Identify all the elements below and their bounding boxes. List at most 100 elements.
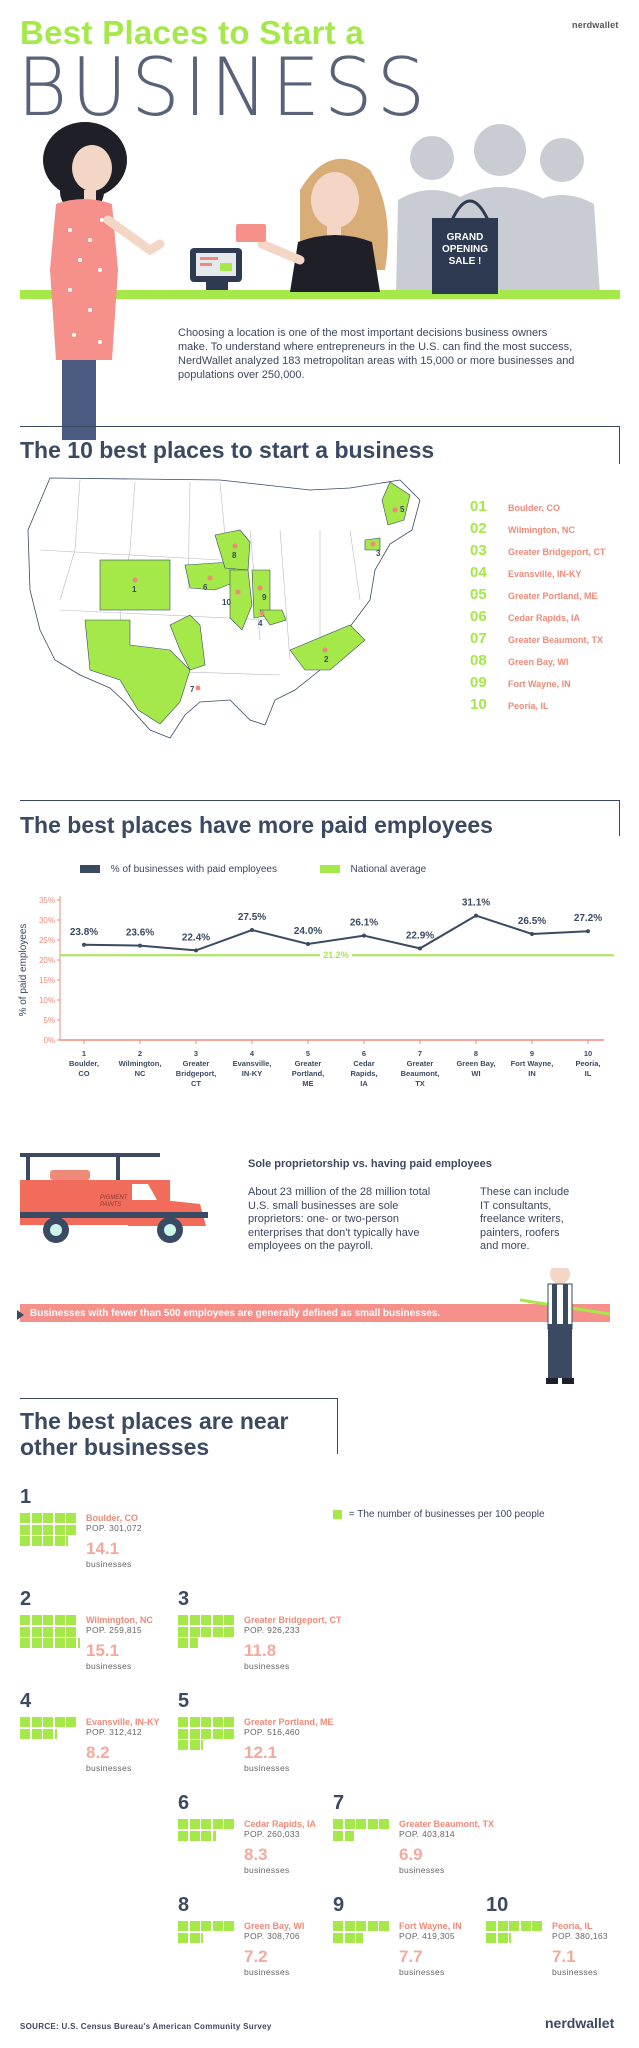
business-square: [178, 1921, 188, 1931]
business-square: [333, 1819, 343, 1829]
y-tick-label: 35%: [39, 896, 55, 905]
business-square: [31, 1615, 42, 1625]
business-square: [54, 1524, 65, 1535]
map-label-4: 4: [258, 619, 263, 628]
rank-city: Green Bay, WI: [508, 657, 569, 667]
x-tick-label: Evansville,: [233, 1059, 272, 1068]
x-tick-label: 6: [362, 1049, 366, 1058]
business-square: [201, 1921, 211, 1931]
business-square: [43, 1536, 53, 1546]
page-title-line1: Best Places to Start a: [20, 14, 365, 51]
business-square: [189, 1819, 200, 1829]
business-square: [333, 1830, 343, 1841]
business-square: [224, 1819, 234, 1829]
map-label-5: 5: [400, 505, 405, 514]
credit-card: [236, 224, 266, 242]
card-value: 8.3: [244, 1845, 268, 1864]
rank-city: Boulder, CO: [508, 503, 561, 513]
squares-grid: [178, 1921, 240, 1977]
x-tick-label: 10: [584, 1049, 592, 1058]
national-average-label-bg: [320, 949, 352, 962]
business-square-partial: [189, 1638, 198, 1648]
business-square: [178, 1728, 188, 1739]
city-card: 7 Greater Beaumont, TX POP. 403,814 6.9 busi…: [333, 1792, 494, 1875]
business-square-partial: [201, 1740, 203, 1750]
data-label: 26.5%: [518, 916, 546, 927]
business-square: [356, 1921, 366, 1931]
rank-item: 06 Cedar Rapids, IA: [470, 608, 606, 630]
data-point: [306, 942, 310, 946]
business-square: [224, 1921, 234, 1931]
card-value: 7.2: [244, 1947, 268, 1966]
rank-city: Evansville, IN-KY: [508, 569, 582, 579]
small-business-banner: Businesses with fewer than 500 employees…: [30, 1308, 441, 1319]
business-square: [379, 1819, 389, 1829]
map-label-6: 6: [203, 583, 208, 592]
business-square: [497, 1921, 508, 1931]
x-tick-label: Greater: [407, 1059, 434, 1068]
card-city: Cedar Rapids, IA: [244, 1819, 317, 1829]
data-point: [138, 943, 142, 948]
map-label-10: 10: [222, 598, 231, 607]
squares-grid: [20, 1615, 82, 1671]
card-population: POP. 926,233: [244, 1625, 300, 1635]
business-square: [189, 1615, 200, 1625]
business-square: [20, 1536, 30, 1546]
rank-item: 09 Fort Wayne, IN: [470, 674, 606, 696]
card-value: 7.7: [399, 1947, 423, 1966]
legend-label-national: National average: [350, 864, 427, 875]
x-tick-label: Cedar: [353, 1059, 374, 1068]
section3-rule-vertical: [337, 1398, 338, 1454]
data-point: [194, 948, 198, 953]
business-square: [178, 1830, 188, 1841]
x-tick-label: Green Bay,: [456, 1059, 495, 1068]
city-card: 6 Cedar Rapids, IA POP. 260,033 8.3 business…: [178, 1792, 316, 1875]
x-tick-label: Fort Wayne,: [511, 1059, 554, 1068]
business-square: [20, 1626, 30, 1637]
card-unit: businesses: [552, 1967, 598, 1977]
business-square: [54, 1513, 65, 1523]
business-square: [344, 1819, 355, 1829]
squares-grid: [178, 1819, 240, 1875]
x-tick-label: Greater: [183, 1059, 210, 1068]
card-unit: businesses: [86, 1661, 132, 1671]
business-square: [189, 1932, 200, 1943]
legend-label-paid: % of businesses with paid employees: [110, 864, 277, 875]
section2-rule: [20, 800, 620, 801]
business-square: [20, 1717, 30, 1727]
state-texas-east: [169, 614, 206, 671]
business-square: [43, 1638, 53, 1648]
rank-number: 01: [470, 498, 487, 515]
rank-item: 05 Greater Portland, ME: [470, 586, 606, 608]
x-tick-label: IN-KY: [242, 1069, 262, 1078]
data-point: [418, 946, 422, 951]
rank-number: 08: [470, 652, 487, 669]
business-square: [189, 1717, 200, 1727]
business-square: [333, 1932, 343, 1943]
business-square: [189, 1740, 200, 1750]
business-square: [509, 1921, 519, 1931]
business-square: [20, 1638, 30, 1648]
rank-item: 08 Green Bay, WI: [470, 652, 606, 674]
business-square: [189, 1728, 200, 1739]
section1-title: The 10 best places to start a business: [20, 437, 435, 463]
legend-swatch-national: [319, 865, 340, 874]
business-square: [212, 1728, 223, 1739]
y-axis-label: % of paid employees: [18, 924, 29, 1017]
business-square: [54, 1536, 65, 1546]
data-label: 26.1%: [350, 918, 378, 929]
truck-sign: PIGMENT PAINTS: [100, 1195, 128, 1208]
business-square: [344, 1932, 355, 1943]
card-unit: businesses: [244, 1661, 290, 1671]
business-square-partial: [344, 1830, 354, 1841]
rank-city: Wilmington, NC: [508, 525, 575, 535]
city-card: 4 Evansville, IN-KY POP. 312,412 8.2 busines…: [20, 1690, 160, 1773]
business-square: [43, 1728, 53, 1739]
business-square: [31, 1728, 42, 1739]
business-square: [189, 1921, 200, 1931]
shopping-bag: [432, 199, 498, 294]
map-label-2: 2: [324, 655, 329, 664]
data-label: 31.1%: [462, 898, 490, 909]
x-tick-label: ME: [302, 1079, 313, 1088]
us-outline: [27, 477, 421, 739]
